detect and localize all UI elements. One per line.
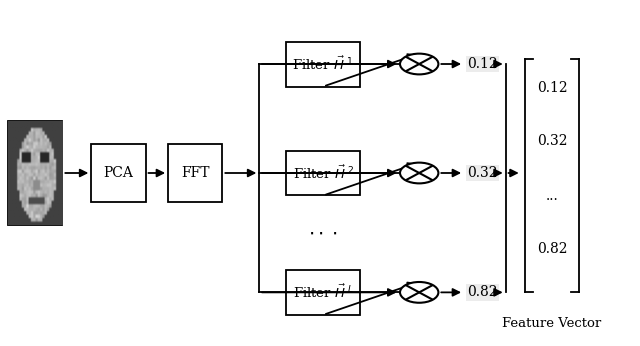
FancyBboxPatch shape (287, 270, 360, 315)
Text: 0.12: 0.12 (467, 57, 498, 71)
Text: 0.12: 0.12 (537, 81, 567, 95)
Text: 0.32: 0.32 (467, 166, 498, 180)
Text: 0.82: 0.82 (467, 285, 498, 299)
Circle shape (400, 282, 438, 303)
Text: ...: ... (546, 189, 558, 203)
Text: PCA: PCA (104, 166, 133, 180)
Text: FFT: FFT (181, 166, 209, 180)
FancyBboxPatch shape (168, 145, 223, 201)
Circle shape (400, 163, 438, 183)
Text: Filter $\vec{H}^{\ L}$: Filter $\vec{H}^{\ L}$ (292, 284, 354, 301)
FancyBboxPatch shape (91, 145, 146, 201)
Text: $\cdot\cdot\cdot$: $\cdot\cdot\cdot$ (308, 223, 338, 242)
FancyBboxPatch shape (287, 42, 360, 86)
Text: Filter $\vec{H}^{\ 2}$: Filter $\vec{H}^{\ 2}$ (292, 164, 354, 182)
Text: Feature Vector: Feature Vector (502, 317, 602, 330)
Text: 0.82: 0.82 (537, 242, 567, 256)
FancyBboxPatch shape (287, 151, 360, 195)
Text: 0.32: 0.32 (537, 134, 567, 147)
Text: Filter $\vec{H}^{\ 1}$: Filter $\vec{H}^{\ 1}$ (292, 55, 354, 73)
Circle shape (400, 54, 438, 74)
